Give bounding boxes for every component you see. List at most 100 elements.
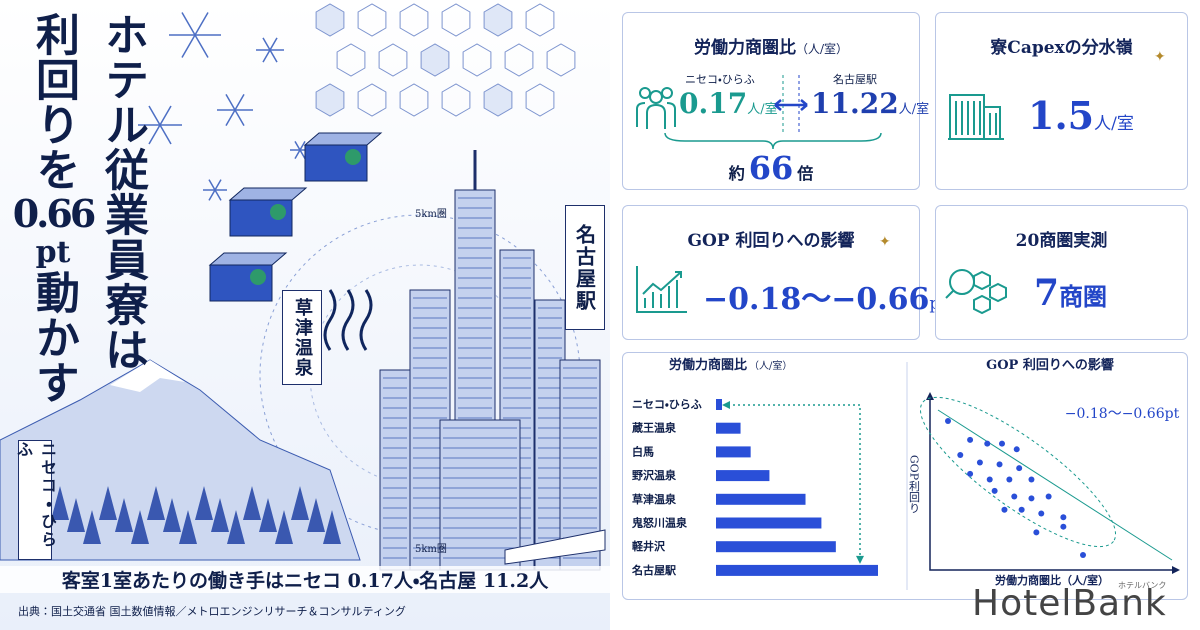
- hexagon: [441, 3, 471, 37]
- hero-title: ホテル従業員寮は 利回りを 0.66 pt 動かす: [12, 12, 152, 412]
- scatter-point: [1016, 465, 1023, 472]
- charts: 労働力商圏比 （人/室） ニセコ・ひらふ蔵王温泉白馬野沢温泉草津温泉鬼怒川温泉軽井沢…: [631, 357, 1180, 590]
- snowflake: [194, 12, 209, 36]
- tower: [379, 369, 411, 571]
- category-label: 軽井沢: [632, 539, 666, 553]
- scatter-point: [999, 440, 1005, 447]
- growth-icon: [636, 266, 687, 313]
- shape: [642, 271, 682, 295]
- card-value: −0.18〜−0.66: [703, 282, 930, 317]
- place-label: 名古屋駅: [565, 205, 605, 330]
- mountain-snow: [110, 360, 185, 392]
- hexagon: [525, 3, 555, 37]
- title-text: 動かす: [28, 270, 79, 405]
- ratio-value: 66: [748, 149, 794, 187]
- dorm-top: [208, 252, 288, 266]
- hexagon: [336, 43, 366, 77]
- tree: [291, 486, 309, 520]
- bar: [716, 541, 836, 553]
- shape: [639, 87, 651, 99]
- category-label: 鬼怒川温泉: [631, 516, 688, 530]
- category-label: 名古屋駅: [631, 563, 676, 577]
- snowflake: [234, 94, 245, 111]
- bar: [716, 399, 722, 410]
- caption: 客室1室あたりの働き手はニセコ 0.17人・名古屋 11.2人: [0, 566, 610, 593]
- card: 労働力商圏比（人/室） ニセコ・ひらふ 0.17人/室 名古屋駅 11.22人/…: [622, 12, 929, 190]
- bar: [716, 517, 822, 529]
- tree: [163, 498, 181, 532]
- hexagon: [441, 83, 471, 117]
- dorm-top: [228, 187, 308, 201]
- snowflake: [159, 124, 172, 145]
- bar: [716, 470, 770, 482]
- hexagon: [357, 3, 387, 37]
- scatter-point: [1006, 476, 1013, 483]
- axes: [929, 398, 1174, 571]
- ratio: 約 66 倍: [623, 149, 919, 187]
- shape: [636, 87, 676, 129]
- tree: [323, 510, 341, 544]
- hexagon: [546, 43, 576, 77]
- snowflake: [194, 34, 209, 58]
- scatter-point: [984, 440, 991, 447]
- train: [504, 529, 606, 565]
- scatter-point: [1001, 506, 1008, 513]
- shape: [649, 90, 663, 104]
- snowflake: [262, 49, 271, 63]
- card-unit: 商圏: [1059, 282, 1108, 311]
- card-value: 1.5: [1028, 93, 1095, 138]
- right-label: 名古屋駅: [833, 73, 877, 86]
- snowflake: [148, 105, 161, 126]
- card-title: 寮Capexの分水嶺: [990, 38, 1133, 58]
- card-title: GOP 利回りへの影響: [687, 231, 855, 251]
- card-value: 7: [1034, 272, 1060, 314]
- right-value: 11.22: [811, 87, 899, 120]
- tree: [307, 498, 325, 532]
- bar: [716, 493, 806, 505]
- scatter-point: [976, 459, 983, 466]
- logo: HotelBank: [972, 583, 1167, 624]
- hexagon: [420, 43, 450, 77]
- brace: [664, 132, 882, 150]
- value-group: 1.5人/室: [1028, 93, 1134, 138]
- tree: [195, 486, 213, 520]
- scatter-point: [945, 418, 951, 424]
- scatter-point: [996, 461, 1003, 468]
- source: 出典：国土交通省 国土数値情報／メトロエンジンリサーチ＆コンサルティング: [18, 605, 406, 618]
- chart-title: 労働力商圏比: [669, 357, 747, 373]
- tree: [259, 498, 277, 532]
- scatter-point: [967, 470, 974, 477]
- scatter-point: [967, 436, 974, 443]
- scatter-point: [1080, 552, 1086, 558]
- yen-badge: [250, 269, 266, 285]
- snowflake: [269, 49, 278, 63]
- scatter-point: [991, 487, 998, 494]
- trend-ellipse: [919, 396, 1117, 548]
- category-label: 野沢温泉: [632, 468, 677, 482]
- trend-line: [937, 409, 1173, 561]
- bar: [716, 446, 751, 458]
- shape: [945, 290, 954, 299]
- hexagon: [525, 83, 555, 117]
- hexagon: [483, 83, 513, 117]
- snowflake: [225, 109, 236, 126]
- hexagon: [357, 83, 387, 117]
- y-axis-label: GOP利回り: [908, 455, 921, 513]
- snowflake: [225, 94, 236, 111]
- ratio-prefix: 約: [728, 164, 745, 183]
- tree: [99, 486, 117, 520]
- building-icon: [948, 94, 1004, 140]
- category-label: 白馬: [632, 444, 654, 458]
- snowflake: [181, 12, 196, 36]
- scatter-point: [1011, 493, 1018, 500]
- left-value: 0.17: [679, 87, 748, 120]
- card: GOP 利回りへの影響 −0.18〜−0.66pt ✦: [622, 205, 947, 340]
- shape: [948, 94, 1004, 140]
- illustration: [0, 0, 610, 630]
- shape: [948, 106, 1004, 140]
- people-icon: [636, 87, 676, 129]
- card: 20商圏実測 7商圏: [935, 205, 1188, 340]
- card-unit: 人/室: [1094, 114, 1134, 134]
- card-title: 労働力商圏比（人/室）: [623, 33, 919, 58]
- bar: [716, 564, 878, 576]
